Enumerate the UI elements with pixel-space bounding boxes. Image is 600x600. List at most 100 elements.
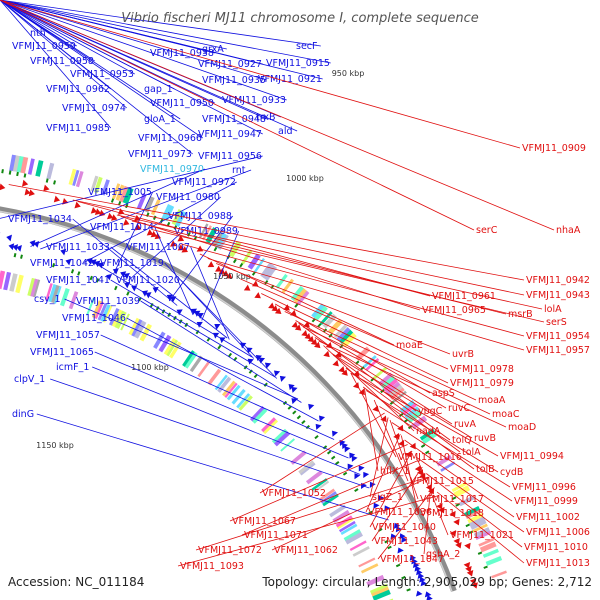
reverse-gene-label[interactable]: hflX_1	[380, 466, 409, 477]
reverse-gene-label[interactable]: VFMJ11_0965	[422, 305, 486, 316]
forward-gene-label[interactable]: clpV_1	[14, 374, 45, 385]
reverse-gene-label[interactable]: sigZ_1	[372, 492, 403, 503]
reverse-gene-label[interactable]: ruvA	[454, 419, 477, 430]
reverse-gene-label[interactable]: VFMJ11_1017	[420, 494, 484, 505]
reverse-gene-label[interactable]: serC	[476, 225, 498, 236]
reverse-gene-label[interactable]: VFMJ11_0979	[450, 378, 514, 389]
forward-gene-label[interactable]: VFMJ11_1020	[116, 275, 180, 286]
forward-gene-label[interactable]: VFMJ11_0915	[266, 58, 330, 69]
forward-gene-label[interactable]: VFMJ11_0935	[202, 75, 266, 86]
forward-gene-label[interactable]: VFMJ11_1034	[8, 214, 72, 225]
forward-gene-label[interactable]: VFMJ11_0980	[156, 192, 220, 203]
reverse-gene-label[interactable]: VFMJ11_0994	[500, 451, 564, 462]
reverse-gene-label[interactable]: VFMJ11_1013	[526, 558, 590, 569]
cog-block	[300, 462, 316, 476]
reverse-gene-label[interactable]: VFMJ11_1093	[180, 561, 244, 572]
forward-gene-label[interactable]: gap_1	[144, 84, 173, 95]
reverse-gene-label[interactable]: VFMJ11_1002	[516, 512, 580, 523]
reverse-gene-label[interactable]: VFMJ11_1062	[274, 545, 338, 556]
forward-gene-label[interactable]: VFMJ11_0921	[258, 74, 322, 85]
reverse-gene-label[interactable]: uvrB	[452, 349, 474, 360]
forward-gene-label[interactable]: VFMJ11_0966	[138, 133, 202, 144]
forward-gene-label[interactable]: VFMJ11_1019	[100, 258, 164, 269]
reverse-gene-label[interactable]: VFMJ11_1010	[524, 542, 588, 553]
reverse-gene-label[interactable]: msrB	[508, 309, 533, 320]
forward-gene-label[interactable]: VFMJ11_0959	[12, 41, 76, 52]
reverse-gene-label[interactable]: ruvC	[448, 403, 471, 414]
reverse-gene-label[interactable]: VFMJ11_1043	[374, 536, 438, 547]
forward-gene-label[interactable]: VFMJ11_1005	[88, 187, 152, 198]
forward-gene-label[interactable]: VFMJ11_1046	[62, 313, 126, 324]
green-tick	[8, 170, 12, 175]
forward-gene-label[interactable]: VFMJ11_1042	[30, 258, 94, 269]
reverse-gene-label[interactable]: VFMJ11_1072	[198, 545, 262, 556]
forward-gene-label[interactable]: VFMJ11_1041	[46, 275, 110, 286]
reverse-gene-label[interactable]: VFMJ11_0999	[514, 496, 578, 507]
reverse-gene-label[interactable]: VFMJ11_1036	[368, 507, 432, 518]
reverse-gene-label[interactable]: VFMJ11_0943	[526, 290, 590, 301]
forward-gene-label[interactable]: VFMJ11_0962	[46, 84, 110, 95]
forward-gene-label[interactable]: VFMJ11_0985	[46, 123, 110, 134]
reverse-gene-label[interactable]: VFMJ11_0961	[432, 291, 496, 302]
forward-gene-label[interactable]: VFMJ11_0947	[198, 129, 262, 140]
forward-gene-label[interactable]: VFMJ11_0953	[70, 69, 134, 80]
reverse-gene-label[interactable]: VFMJ11_0909	[522, 143, 586, 154]
forward-gene-label[interactable]: VFMJ11_0989	[174, 226, 238, 237]
forward-gene-label[interactable]: VFMJ11_0933	[222, 95, 286, 106]
reverse-gene-label[interactable]: moaE	[396, 340, 423, 351]
reverse-gene-label[interactable]: VFMJ11_1015	[410, 476, 474, 487]
forward-gene-label[interactable]: VFMJ11_0973	[128, 149, 192, 160]
forward-gene-label[interactable]: VFMJ11_1014	[90, 222, 154, 233]
forward-gene-label[interactable]: VFMJ11_1033	[46, 242, 110, 253]
reverse-gene-label[interactable]: nadA	[416, 426, 441, 437]
reverse-gene-label[interactable]: VFMJ11_1047	[380, 554, 444, 565]
forward-gene-label[interactable]: VFMJ11_1007	[126, 242, 190, 253]
reverse-gene-label[interactable]: VFMJ11_0957	[526, 345, 590, 356]
forward-gene-label[interactable]: VFMJ11_0988	[168, 211, 232, 222]
reverse-gene-label[interactable]: ybgC	[418, 406, 443, 417]
forward-gene-label[interactable]: VFMJ11_1057	[36, 330, 100, 341]
forward-gene-label[interactable]: csy_1	[34, 294, 61, 305]
forward-gene-label[interactable]: VFMJ11_0970	[140, 164, 204, 175]
reverse-gene-label[interactable]: moaD	[508, 422, 536, 433]
reverse-gene-label[interactable]: ruvB	[474, 433, 496, 444]
forward-gene-label[interactable]: dinG	[12, 409, 34, 420]
reverse-gene-label[interactable]: serS	[546, 317, 567, 328]
forward-gene-label[interactable]: icmF_1	[56, 362, 89, 373]
forward-gene-label[interactable]: VFMJ11_1065	[30, 347, 94, 358]
forward-gene-label[interactable]: VFMJ11_0972	[172, 177, 236, 188]
reverse-gene-label[interactable]: tolA	[462, 447, 481, 458]
reverse-gene-label[interactable]: tolB	[476, 464, 495, 475]
reverse-gene-label[interactable]: VFMJ11_1021	[450, 530, 514, 541]
forward-gene-label[interactable]: gloA_1	[144, 114, 176, 125]
reverse-gene-label[interactable]: VFMJ11_1067	[232, 516, 296, 527]
forward-gene-label[interactable]: VFMJ11_0956	[198, 151, 262, 162]
reverse-gene-label[interactable]: VFMJ11_1018	[420, 508, 484, 519]
reverse-gene-label[interactable]: aspS	[432, 388, 455, 399]
reverse-gene-label[interactable]: VFMJ11_1071	[244, 530, 308, 541]
forward-gene-label[interactable]: rnt	[232, 165, 246, 176]
forward-gene-label[interactable]: grxA	[202, 44, 224, 55]
reverse-gene-label[interactable]: lolA	[544, 304, 562, 315]
forward-gene-label[interactable]: VFMJ11_0938	[150, 48, 214, 59]
forward-gene-label[interactable]: secF	[296, 41, 317, 52]
reverse-gene-label[interactable]: VFMJ11_1006	[526, 527, 590, 538]
forward-gene-label[interactable]: VFMJ11_1039	[76, 296, 140, 307]
forward-gene-label[interactable]: VFMJ11_0950	[150, 98, 214, 109]
reverse-gene-label[interactable]: tolQ	[452, 435, 472, 446]
reverse-gene-label[interactable]: moaA	[478, 395, 506, 406]
forward-gene-label[interactable]: ald	[278, 126, 293, 137]
reverse-gene-label[interactable]: VFMJ11_0978	[450, 364, 514, 375]
reverse-gene-label[interactable]: moaC	[492, 409, 520, 420]
forward-gene-label[interactable]: nth	[30, 28, 46, 39]
forward-gene-label[interactable]: VFMJ11_0927	[198, 59, 262, 70]
reverse-gene-label[interactable]: VFMJ11_0996	[512, 482, 576, 493]
reverse-gene-label[interactable]: VFMJ11_0954	[526, 331, 590, 342]
reverse-leader-line	[0, 0, 521, 149]
reverse-gene-label[interactable]: VFMJ11_0942	[526, 275, 590, 286]
reverse-gene-label[interactable]: cydB	[500, 467, 523, 478]
reverse-gene-label[interactable]: gshA_2	[426, 549, 460, 560]
forward-gene-label[interactable]: VFMJ11_0958	[30, 56, 94, 67]
reverse-gene-label[interactable]: VFMJ11_1040	[372, 522, 436, 533]
reverse-gene-label[interactable]: nhaA	[556, 225, 581, 236]
